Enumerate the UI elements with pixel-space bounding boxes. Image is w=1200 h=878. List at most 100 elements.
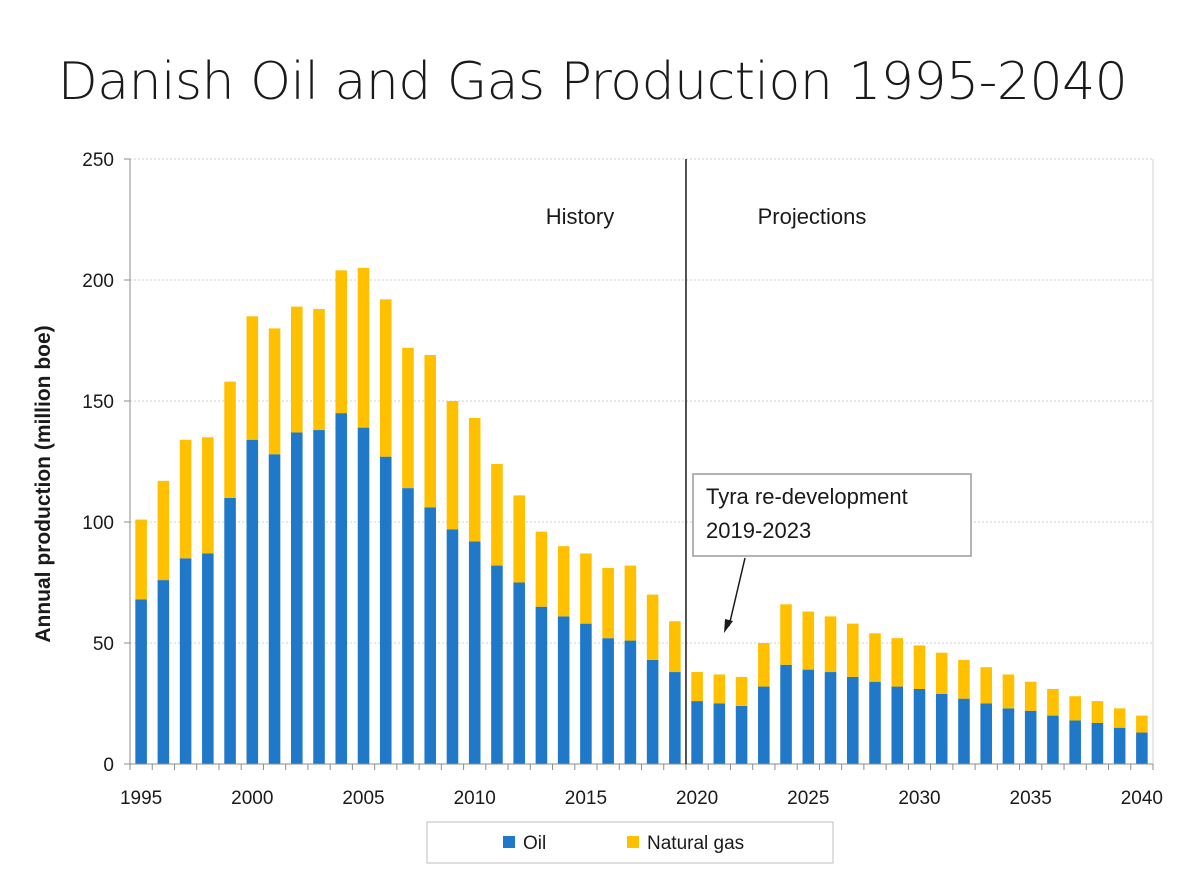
bar-oil-2000	[246, 439, 259, 764]
bar-natural-gas-2036	[1047, 688, 1059, 716]
bar-oil-2037	[1069, 720, 1081, 764]
annotation-line-2: 2019-2023	[706, 518, 811, 543]
bar-natural-gas-1997	[179, 439, 192, 559]
legend-swatch-oil	[503, 836, 515, 848]
bar-oil-2003	[313, 430, 325, 764]
bar-natural-gas-2034	[1002, 674, 1015, 709]
bar-oil-2022	[735, 705, 748, 764]
bar-oil-2021	[713, 703, 726, 764]
bar-natural-gas-2018	[646, 594, 659, 660]
bar-natural-gas-2024	[780, 604, 792, 665]
bar-natural-gas-2023	[758, 643, 770, 687]
bar-natural-gas-1999	[224, 381, 236, 498]
bar-natural-gas-2016	[602, 567, 614, 639]
bar-natural-gas-2010	[468, 417, 481, 542]
bars	[135, 267, 1148, 764]
bar-oil-2024	[780, 664, 792, 764]
bar-oil-2025	[802, 669, 815, 764]
bar-oil-1998	[202, 553, 214, 764]
bar-natural-gas-2028	[869, 633, 881, 682]
bar-natural-gas-2004	[335, 270, 348, 414]
bar-oil-2002	[291, 432, 303, 764]
x-tick-label: 2040	[1121, 788, 1163, 809]
bar-natural-gas-2015	[580, 553, 592, 624]
bar-oil-2030	[913, 688, 926, 764]
bar-natural-gas-2032	[958, 659, 970, 699]
bar-oil-2026	[824, 672, 837, 764]
legend-label-natural-gas: Natural gas	[647, 833, 744, 854]
bar-oil-2033	[980, 703, 992, 764]
bar-oil-1999	[224, 497, 236, 764]
y-tick-label: 250	[82, 150, 114, 171]
bar-oil-2018	[646, 659, 659, 764]
bar-oil-2039	[1113, 727, 1126, 764]
bar-natural-gas-2040	[1136, 715, 1148, 733]
bar-oil-2009	[446, 529, 459, 764]
chart-title: Danish Oil and Gas Production 1995-2040	[57, 52, 1128, 112]
bar-oil-2031	[935, 693, 948, 764]
legend-swatch-gas	[627, 836, 639, 848]
bar-oil-2004	[335, 413, 348, 764]
bar-oil-2012	[513, 582, 525, 764]
bar-oil-1995	[135, 599, 147, 764]
bar-oil-2017	[624, 640, 637, 764]
bar-natural-gas-2039	[1113, 708, 1126, 728]
bar-oil-2028	[869, 681, 881, 764]
bar-oil-2005	[357, 427, 370, 764]
bar-oil-2014	[557, 616, 570, 764]
bar-natural-gas-2002	[291, 306, 303, 433]
x-tick-label: 2035	[1010, 788, 1052, 809]
bar-oil-2006	[379, 456, 392, 764]
bar-oil-2011	[491, 565, 503, 764]
bar-natural-gas-2014	[557, 546, 570, 617]
bar-natural-gas-2013	[535, 531, 548, 607]
y-tick-labels: 0 50 100 150 200 250	[82, 150, 114, 776]
region-label-history: History	[546, 204, 614, 229]
bar-oil-2023	[758, 686, 770, 764]
bar-natural-gas-2001	[268, 328, 281, 455]
y-tick-label: 200	[82, 271, 114, 292]
y-tick-label: 50	[93, 634, 114, 655]
y-tick-label: 100	[82, 513, 114, 534]
bar-natural-gas-2037	[1069, 696, 1081, 721]
x-tick-labels: 1995 2000 2005 2010 2015 2020 2025 2030 2035 2040	[120, 788, 1163, 809]
annotation-arrowhead	[724, 619, 733, 633]
bar-natural-gas-2019	[669, 621, 681, 673]
bar-oil-2035	[1024, 710, 1037, 764]
bar-oil-2013	[535, 606, 548, 764]
bar-oil-2029	[891, 686, 904, 764]
bar-oil-2020	[691, 701, 703, 764]
bar-natural-gas-2022	[735, 676, 748, 706]
bar-natural-gas-2031	[935, 652, 948, 694]
y-tick-label: 0	[103, 755, 114, 776]
x-tick-label: 2025	[787, 788, 829, 809]
gridlines	[130, 158, 1153, 644]
x-tick-label: 2015	[565, 788, 607, 809]
x-tick-label: 2010	[454, 788, 496, 809]
bar-natural-gas-2003	[313, 309, 325, 431]
bar-oil-2010	[468, 541, 481, 764]
annotation-arrow	[728, 557, 746, 627]
x-tick-label: 2000	[231, 788, 273, 809]
bar-oil-2038	[1091, 722, 1104, 764]
bar-natural-gas-1995	[135, 519, 147, 600]
bar-oil-2040	[1136, 732, 1148, 764]
bar-natural-gas-2012	[513, 495, 525, 583]
x-tick-label: 2020	[676, 788, 718, 809]
bar-natural-gas-2006	[379, 299, 392, 457]
region-label-projections: Projections	[758, 204, 867, 229]
bar-oil-2008	[424, 507, 437, 764]
bar-natural-gas-2009	[446, 401, 459, 530]
bar-natural-gas-2030	[913, 645, 926, 689]
bar-natural-gas-2020	[691, 672, 703, 702]
bar-natural-gas-2011	[491, 463, 503, 566]
y-tick-label: 150	[82, 392, 114, 413]
bar-oil-2019	[669, 672, 681, 764]
bar-natural-gas-2021	[713, 674, 726, 704]
bar-oil-2007	[402, 488, 414, 764]
bar-natural-gas-2017	[624, 565, 637, 641]
bar-natural-gas-2035	[1024, 681, 1037, 711]
bar-oil-2001	[268, 454, 281, 764]
x-tick-label: 2005	[342, 788, 384, 809]
